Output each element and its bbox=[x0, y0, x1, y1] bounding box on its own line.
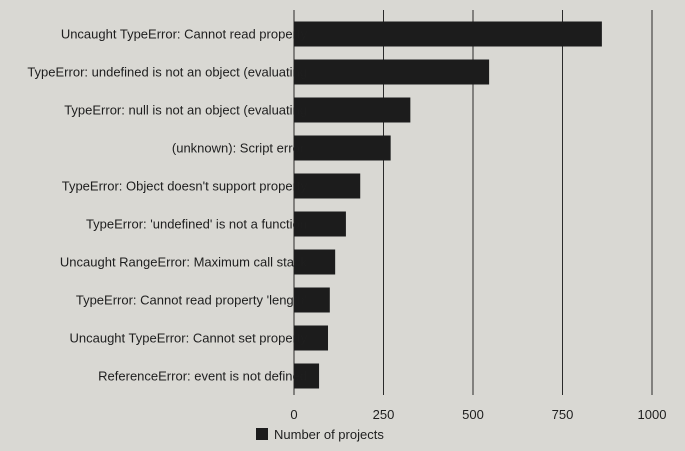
x-tick-label: 750 bbox=[552, 407, 574, 422]
category-label: ReferenceError: event is not defined bbox=[98, 369, 307, 384]
x-tick-label: 500 bbox=[462, 407, 484, 422]
category-label: TypeError: null is not an object (evalua… bbox=[64, 103, 307, 118]
legend-label: Number of projects bbox=[274, 427, 384, 442]
category-label: TypeError: Cannot read property 'length' bbox=[76, 293, 307, 308]
bar bbox=[294, 363, 320, 389]
bar bbox=[294, 325, 329, 351]
category-label: Uncaught TypeError: Cannot read property bbox=[61, 27, 308, 42]
legend-swatch bbox=[256, 428, 268, 440]
x-tick-label: 250 bbox=[373, 407, 395, 422]
bar bbox=[294, 59, 490, 85]
bar bbox=[294, 249, 336, 275]
category-label: (unknown): Script error. bbox=[172, 141, 307, 156]
category-label: Uncaught TypeError: Cannot set property bbox=[70, 331, 308, 346]
bars bbox=[294, 21, 602, 389]
x-tick-labels: 0 250 500 750 1000 bbox=[290, 407, 666, 422]
bar bbox=[294, 97, 411, 123]
category-label: Uncaught RangeError: Maximum call stack bbox=[60, 255, 308, 270]
category-label: TypeError: Object doesn't support proper… bbox=[62, 179, 308, 194]
bar bbox=[294, 173, 361, 199]
bar bbox=[294, 21, 602, 47]
x-tick-label: 1000 bbox=[638, 407, 667, 422]
bar bbox=[294, 211, 346, 237]
bar bbox=[294, 135, 391, 161]
category-label: TypeError: 'undefined' is not a function bbox=[86, 217, 307, 232]
legend: Number of projects bbox=[256, 427, 384, 442]
bar bbox=[294, 287, 330, 313]
x-tick-label: 0 bbox=[290, 407, 297, 422]
category-label: TypeError: undefined is not an object (e… bbox=[27, 65, 307, 80]
category-labels: Uncaught TypeError: Cannot read property… bbox=[27, 27, 307, 384]
